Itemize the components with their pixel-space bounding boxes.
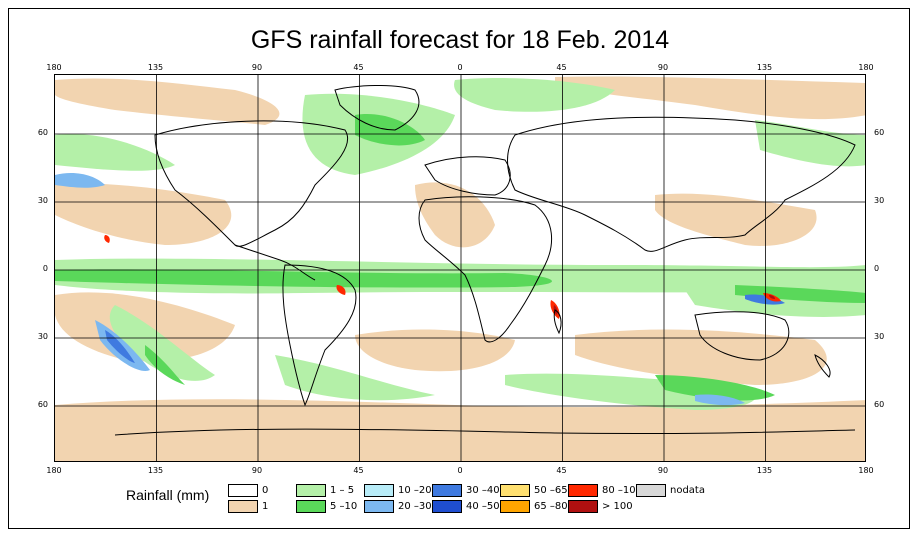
bottom-axis-tick: 90 (251, 466, 263, 475)
legend-swatch (296, 500, 326, 513)
legend-label: 1 – 5 (330, 485, 355, 496)
legend-label: 40 –50 (466, 501, 500, 512)
legend-swatch (228, 500, 258, 513)
legend-label: 20 –30 (398, 501, 432, 512)
legend-label: 5 –10 (330, 501, 358, 512)
top-axis-tick: 135 (756, 63, 773, 72)
rain-1mm-areas (55, 76, 865, 461)
legend-label: 10 –20 (398, 485, 432, 496)
left-axis-tick: 30 (37, 332, 48, 341)
bottom-axis-tick: 45 (556, 466, 567, 475)
legend-label: 65 –80 (534, 501, 568, 512)
top-axis-tick: 90 (657, 63, 669, 72)
top-axis-tick: 135 (147, 63, 164, 72)
legend-swatch (636, 484, 666, 497)
figure-frame (8, 8, 910, 529)
legend-swatch (432, 500, 462, 513)
legend-label: 30 –40 (466, 485, 500, 496)
right-axis-tick: 30 (874, 332, 885, 341)
map-title: GFS rainfall forecast for 18 Feb. 2014 (250, 26, 670, 54)
left-axis-tick: 0 (42, 264, 48, 273)
legend-swatch (568, 484, 598, 497)
legend-title: Rainfall (mm) (126, 487, 210, 503)
top-axis-tick: 0 (457, 63, 463, 72)
bottom-axis-tick: 180 (46, 466, 62, 475)
rain-5to10mm-areas (55, 114, 865, 401)
top-axis-tick: 180 (46, 63, 62, 72)
legend-label: 1 (262, 501, 269, 512)
right-axis-tick: 60 (874, 400, 885, 409)
left-axis-tick: 30 (37, 196, 48, 205)
top-axis-tick: 45 (353, 63, 364, 72)
coastlines (114, 85, 856, 436)
legend-swatch (296, 484, 326, 497)
left-axis-tick: 60 (37, 128, 48, 137)
right-axis-tick: 0 (874, 264, 880, 273)
legend-label: nodata (670, 485, 705, 496)
legend-swatch (568, 500, 598, 513)
bottom-axis-tick: 90 (657, 466, 669, 475)
legend-label: > 100 (602, 501, 633, 512)
top-axis-tick: 180 (858, 63, 874, 72)
legend-swatch (500, 484, 530, 497)
rainfall-map (54, 74, 866, 462)
bottom-axis-tick: 135 (756, 466, 773, 475)
legend-label: 50 –65 (534, 485, 568, 496)
legend-swatch (500, 500, 530, 513)
right-axis-tick: 60 (874, 128, 885, 137)
legend-swatch (364, 500, 394, 513)
right-axis-tick: 30 (874, 196, 885, 205)
legend-label: 80 –100 (602, 485, 642, 496)
top-axis-tick: 90 (251, 63, 263, 72)
top-axis-tick: 45 (556, 63, 567, 72)
bottom-axis-tick: 45 (353, 466, 364, 475)
bottom-axis-tick: 180 (858, 466, 874, 475)
legend-swatch (432, 484, 462, 497)
bottom-axis-tick: 0 (457, 466, 463, 475)
legend-swatch (364, 484, 394, 497)
legend-label: 0 (262, 485, 269, 496)
legend-swatch (228, 484, 258, 497)
bottom-axis-tick: 135 (147, 466, 164, 475)
left-axis-tick: 60 (37, 400, 48, 409)
